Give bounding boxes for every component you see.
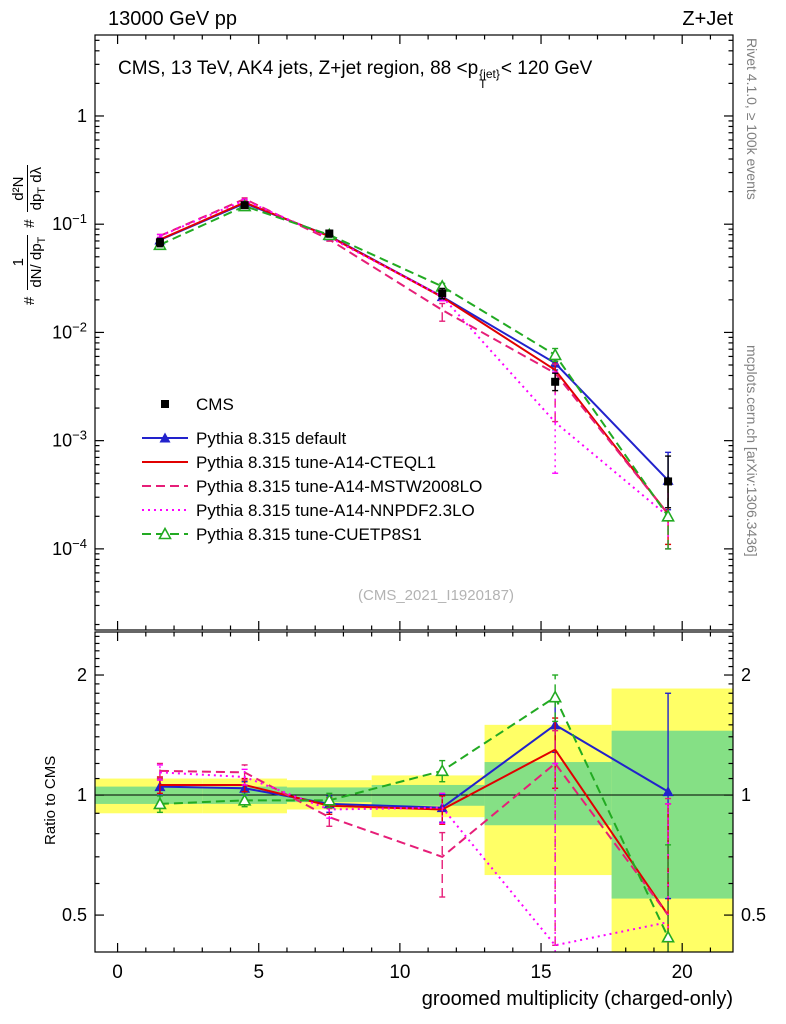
x-tick-label: 15 (530, 962, 551, 983)
marker-triangle (662, 786, 674, 797)
ratio-tick-label-left: 1 (77, 785, 87, 805)
marker-square (161, 400, 169, 408)
marker-open-triangle (322, 793, 337, 806)
marker-open-triangle (661, 509, 675, 522)
legend-label: Pythia 8.315 tune-A14-CTEQL1 (196, 453, 436, 472)
marker-open-triangle (153, 796, 167, 810)
series-pythia-8-315-tune-cuetp8s1 (153, 674, 675, 952)
legend-label: Pythia 8.315 tune-A14-NNPDF2.3LO (196, 501, 475, 520)
watermark: (CMS_2021_I1920187) (358, 587, 514, 604)
ylabel-hash-2: # (20, 219, 38, 228)
ratio-tick-label-right: 0.5 (741, 905, 766, 925)
marker-open-triangle (158, 526, 172, 540)
pt-sup: {jet} (479, 67, 500, 81)
process-label: Z+Jet (682, 8, 733, 30)
marker-open-triangle (237, 793, 252, 806)
marker-square (155, 238, 164, 247)
ylabel-hash-1: # (20, 296, 38, 305)
plot-title-pre: CMS, 13 TeV, AK4 jets, Z+jet region, 88 … (118, 58, 479, 79)
uncertainty-band-inner (611, 730, 733, 899)
panel-frame (94, 631, 734, 953)
marker-square (551, 377, 560, 386)
main-y-axis-label: # 1 dN/ dpT # d²N dpT dλ (10, 164, 48, 305)
plot-title: CMS, 13 TeV, AK4 jets, Z+jet region, 88 … (118, 58, 593, 91)
mcplots-reference-note: mcplots.cern.ch [arXiv:1306.3436] (744, 345, 760, 557)
pt-supsub: {jet} T (479, 67, 500, 91)
y-tick-label: 10−3 (52, 428, 87, 451)
beam-energy-label: 13000 GeV pp (108, 8, 237, 30)
marker-square (664, 477, 673, 486)
marker-open-triangle (661, 930, 675, 943)
x-tick-label: 10 (389, 962, 410, 983)
ratio-tick-label-right: 2 (741, 665, 751, 685)
uncertainty-bands (95, 688, 733, 952)
legend-label: Pythia 8.315 default (196, 429, 347, 448)
legend: CMS Pythia 8.315 default Pythia 8.315 tune… (142, 395, 482, 544)
y-tick-label: 1 (77, 106, 87, 126)
uncertainty-band-inner (484, 762, 612, 826)
x-axis-label: groomed multiplicity (charged-only) (421, 988, 733, 1010)
ratio-tick-label-right: 1 (741, 785, 751, 805)
marker-open-triangle (548, 347, 563, 361)
legend-label: Pythia 8.315 tune-CUETP8S1 (196, 525, 422, 544)
series-cms (155, 201, 673, 509)
rivet-version-note: Rivet 4.1.0, ≥ 100k events (744, 38, 760, 200)
marker-square (325, 229, 334, 238)
marker-open-triangle (435, 763, 450, 777)
series-pythia-8-315-tune-a14-nnpdf2-3lo (156, 198, 672, 550)
x-tick-label: 5 (253, 962, 264, 983)
y-tick-label: 10−1 (52, 211, 87, 234)
ratio-tick-label-left: 0.5 (62, 905, 87, 925)
x-tick-label: 0 (112, 962, 123, 983)
y-tick-label: 10−4 (52, 536, 87, 559)
series-pythia-8-315-tune-a14-mstw2008lo (156, 197, 672, 550)
series-pythia-8-315-tune-cuetp8s1 (153, 198, 675, 550)
x-tick-label: 20 (672, 962, 693, 983)
ylabel-fraction-1: 1 dN/ dpT (10, 234, 48, 290)
plot-title-post: < 120 GeV (500, 58, 593, 79)
pt-sub: T (479, 77, 487, 91)
marker-square (438, 289, 447, 298)
ratio-y-axis-label: Ratio to CMS (42, 755, 59, 845)
marker-open-triangle (548, 689, 563, 703)
ylabel-fraction-2: d²N dpT dλ (10, 164, 48, 213)
legend-label: Pythia 8.315 tune-A14-MSTW2008LO (196, 477, 482, 496)
legend-label: CMS (196, 395, 234, 414)
ratio-tick-label-left: 2 (77, 665, 87, 685)
marker-triangle (159, 432, 171, 443)
y-tick-label: 10−2 (52, 319, 87, 342)
marker-square (240, 201, 249, 210)
